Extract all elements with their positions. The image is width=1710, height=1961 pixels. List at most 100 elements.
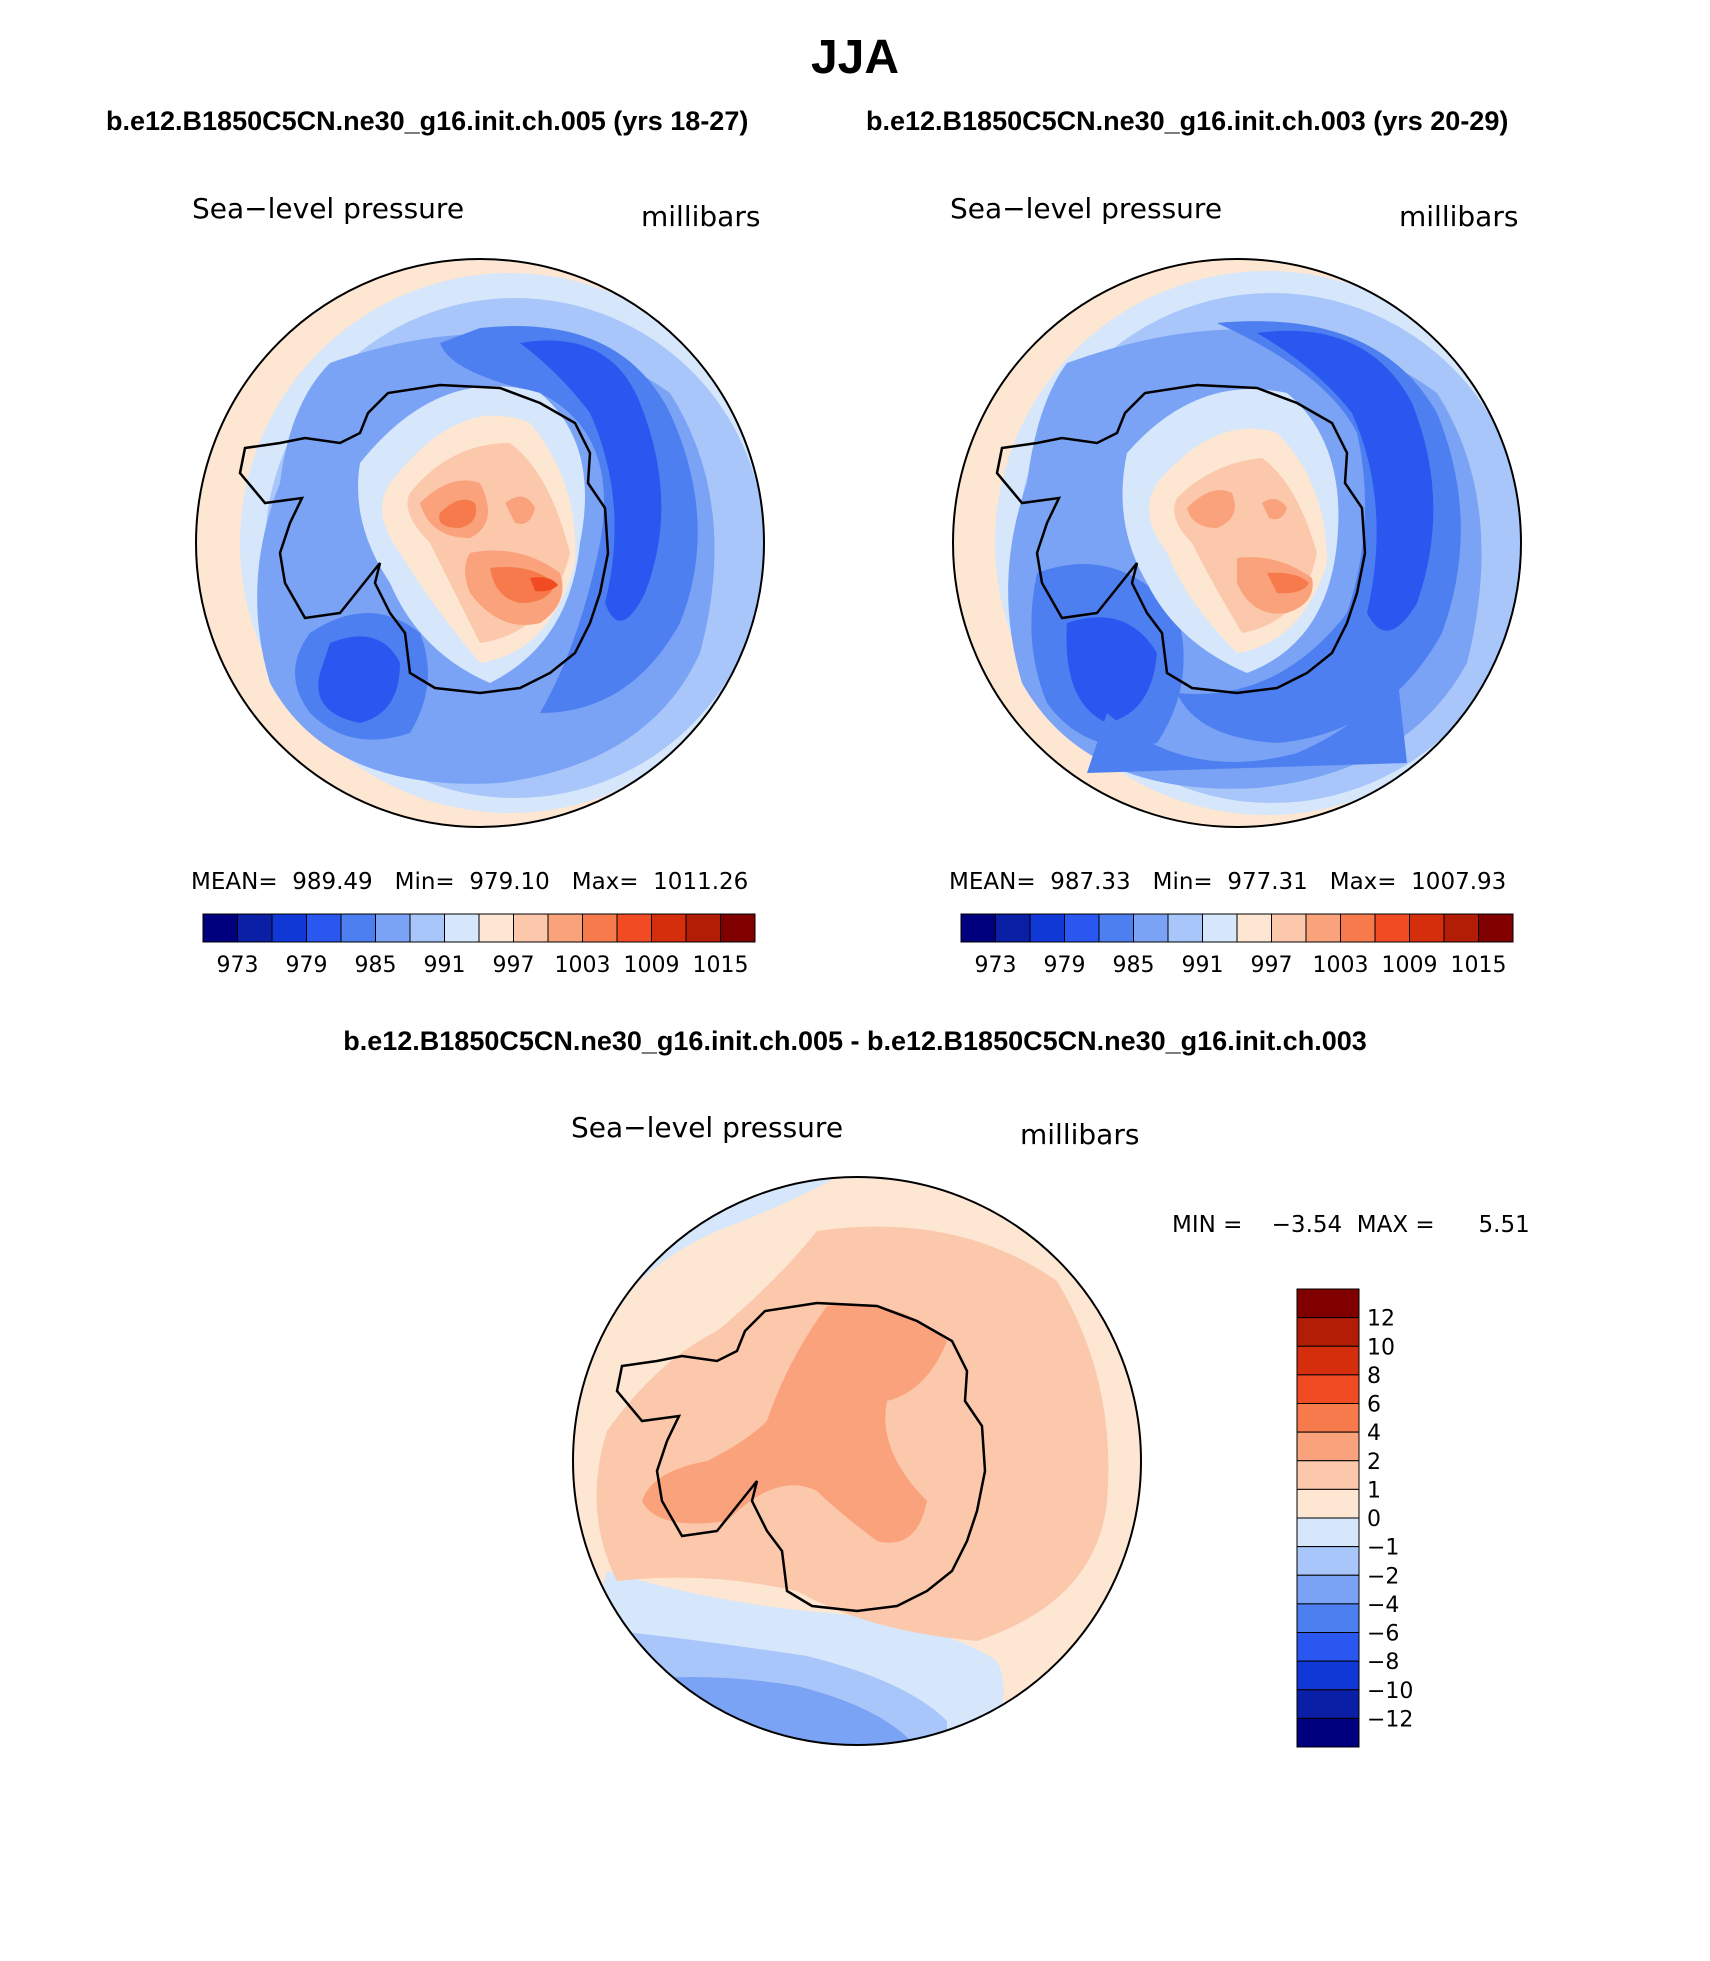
colorbar-tick-label: −8 [1367, 1650, 1399, 1675]
colorbar-swatch [1443, 913, 1479, 943]
colorbar-tick-label: 6 [1367, 1393, 1381, 1418]
colorbar-tick-label: −10 [1367, 1679, 1413, 1704]
colorbar-swatch [1296, 1431, 1360, 1462]
colorbar-tick-label: −12 [1367, 1707, 1413, 1732]
colorbar-swatch [1296, 1488, 1360, 1519]
colorbar-tick-label: 1009 [1382, 953, 1438, 978]
colorbar-tick-label: 991 [1182, 953, 1224, 978]
colorbar-swatch [1296, 1717, 1360, 1748]
colorbar-swatch [1296, 1660, 1360, 1691]
colorbar-swatch [513, 913, 549, 943]
colorbar-swatch [616, 913, 652, 943]
panel1-map-border [195, 258, 765, 828]
colorbar-tick-label: 1015 [1451, 953, 1507, 978]
panel2-units-label: millibars [1399, 200, 1519, 233]
colorbar-swatch [1374, 913, 1410, 943]
colorbar-swatch [202, 913, 238, 943]
colorbar-swatch [1296, 1403, 1360, 1433]
colorbar-swatch [685, 913, 721, 943]
colorbar-swatch [1133, 913, 1169, 943]
panel2-variable-label: Sea−level pressure [950, 192, 1223, 225]
colorbar-tick-label: −4 [1367, 1593, 1399, 1618]
top-left-case-title: b.e12.B1850C5CN.ne30_g16.init.ch.005 (yr… [106, 106, 749, 136]
diff-map-border [572, 1176, 1142, 1746]
colorbar-tick-label: 997 [1251, 953, 1293, 978]
colorbar-swatch [1202, 913, 1238, 943]
colorbar-swatch [1409, 913, 1445, 943]
colorbar-tick-label: 1 [1367, 1478, 1381, 1503]
colorbar-swatch [1296, 1689, 1360, 1719]
colorbar-swatch [1296, 1317, 1360, 1347]
colorbar-tick-label: 997 [493, 953, 535, 978]
panel2-stats: MEAN= 987.33 Min= 977.31 Max= 1007.93 [949, 869, 1507, 895]
panel1-variable-label: Sea−level pressure [192, 192, 465, 225]
colorbar-tick-label: 1009 [624, 953, 680, 978]
colorbar-swatch [271, 913, 307, 943]
colorbar-swatch [1296, 1517, 1360, 1548]
colorbar-tick-label: −1 [1367, 1536, 1399, 1561]
colorbar-swatch [1236, 913, 1272, 943]
colorbar-tick-label: 4 [1367, 1421, 1381, 1446]
top-right-case-title: b.e12.B1850C5CN.ne30_g16.init.ch.003 (yr… [866, 106, 1509, 136]
colorbar-tick-label: 973 [975, 953, 1017, 978]
diff-variable-label: Sea−level pressure [571, 1111, 844, 1144]
panel1-colorbar: 973 979 985 991 997 1003 1009 1015 [202, 913, 756, 978]
map-fill-plus4 [642, 1304, 947, 1543]
map-fill-979-east [1257, 330, 1434, 631]
map-fill-979-east [520, 340, 662, 621]
colorbar-tick-label: 12 [1367, 1307, 1395, 1332]
colorbar-tick-label: 8 [1367, 1364, 1381, 1389]
colorbar-tick-label: 979 [1044, 953, 1086, 978]
panel2-colorbar: 973 979 985 991 997 1003 1009 1015 [960, 913, 1514, 978]
colorbar-tick-label: 979 [286, 953, 328, 978]
colorbar-tick-label: 1003 [555, 953, 611, 978]
colorbar-tick-label: 1003 [1313, 953, 1369, 978]
colorbar-swatch [1271, 913, 1307, 943]
colorbar-swatch [1305, 913, 1341, 943]
colorbar-swatch [1296, 1603, 1360, 1633]
colorbar-swatch [478, 913, 514, 943]
panel1-stats: MEAN= 989.49 Min= 979.10 Max= 1011.26 [191, 869, 749, 895]
colorbar-tick-label: 991 [424, 953, 466, 978]
colorbar-swatch [1478, 913, 1514, 943]
colorbar-swatch [1296, 1574, 1360, 1605]
panel1-polar-map [196, 259, 764, 827]
colorbar-swatch [306, 913, 342, 943]
colorbar-swatch [1296, 1460, 1360, 1490]
colorbar-swatch [651, 913, 687, 943]
colorbar-swatch [995, 913, 1031, 943]
colorbar-tick-label: 985 [355, 953, 397, 978]
colorbar-swatch [375, 913, 411, 943]
colorbar-swatch [582, 913, 618, 943]
colorbar-tick-label: 1015 [693, 953, 749, 978]
colorbar-tick-label: 985 [1113, 953, 1155, 978]
panel2-polar-map [953, 259, 1521, 827]
colorbar-swatch [1296, 1632, 1360, 1662]
diff-stats: MIN = −3.54 MAX = 5.51 [1172, 1212, 1530, 1238]
colorbar-swatch [720, 913, 756, 943]
colorbar-swatch [1064, 913, 1100, 943]
colorbar-swatch [547, 913, 583, 943]
main-title: JJA [810, 31, 900, 84]
panel2-map-border [952, 258, 1522, 828]
panel1-units-label: millibars [641, 200, 761, 233]
colorbar-tick-label: −6 [1367, 1622, 1399, 1647]
colorbar-swatch [237, 913, 273, 943]
diff-units-label: millibars [1020, 1118, 1140, 1151]
colorbar-swatch [1167, 913, 1203, 943]
colorbar-swatch [1340, 913, 1376, 943]
colorbar-swatch [1296, 1288, 1360, 1319]
colorbar-tick-label: −2 [1367, 1564, 1399, 1589]
diff-polar-map [573, 1177, 1141, 1745]
colorbar-swatch [960, 913, 996, 943]
map-fill-979-west [318, 636, 400, 723]
colorbar-swatch [409, 913, 445, 943]
colorbar-tick-label: 0 [1367, 1507, 1381, 1532]
colorbar-tick-label: 973 [217, 953, 259, 978]
colorbar-swatch [1296, 1546, 1360, 1576]
colorbar-tick-label: 2 [1367, 1450, 1381, 1475]
colorbar-tick-label: 10 [1367, 1335, 1395, 1360]
colorbar-swatch [340, 913, 376, 943]
